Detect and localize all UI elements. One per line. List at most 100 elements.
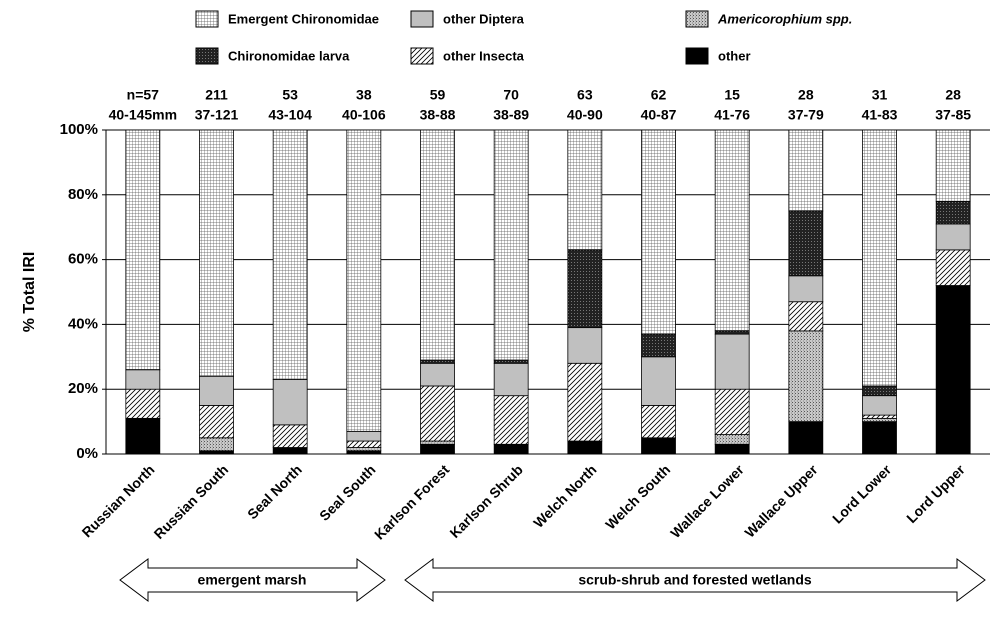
bar-segment [788,421,824,455]
bar-segment [199,129,234,377]
bar-segment [493,395,529,445]
sample-size: 70 [503,87,519,103]
bar-segment [420,440,455,445]
bar-segment [346,129,382,432]
bar-segment [714,443,750,455]
sample-size: 53 [282,87,298,103]
bar-segment [788,330,824,423]
size-range: 37-85 [935,107,971,123]
group-arrows: emergent marsh scrub-shrub and forested … [119,558,986,602]
legend-label: Chironomidae larva [228,48,350,63]
sample-size: 211 [205,87,228,103]
group-label: scrub-shrub and forested wetlands [578,572,812,588]
bar-segment [862,395,897,416]
bar-segment [714,434,750,445]
legend-swatch [195,10,219,28]
bar-segment [862,129,897,387]
bar-segment [125,129,161,371]
bar-segment [641,437,676,455]
legend-swatch [685,47,709,65]
bar-segment [420,359,455,364]
legend-label: other Insecta [443,48,525,63]
bar-segment [567,249,603,329]
x-tick-label: Seal South [316,461,378,523]
legend-label: Emergent Chironomidae [228,11,379,26]
sample-size: 28 [798,87,814,103]
size-range: 41-76 [714,107,750,123]
sample-size: 63 [577,87,593,103]
bar-segment [420,362,455,387]
legend-label: Americorophium spp. [717,11,852,26]
x-tick-label: Welch South [602,461,673,532]
bar-segment [199,404,234,439]
bar-segment [641,333,676,358]
bar-segment [862,421,897,455]
sample-size: 59 [430,87,446,103]
arrow [404,558,986,602]
bar-segment [493,443,529,455]
bar-segment [493,129,529,361]
size-range: 38-89 [493,107,529,123]
bar-segment [199,437,234,452]
bar-segment [272,424,308,448]
bar-segment [272,447,308,455]
size-range: 43-104 [268,107,312,123]
legend-swatch [410,10,434,28]
bar-segment [346,430,382,442]
x-tick-label: Karlson Shrub [446,461,526,541]
x-tick-label: Seal North [244,461,305,522]
bar-segment [272,379,308,426]
arrow [119,558,386,602]
bar-segment [420,443,455,455]
x-tick-label: Russian South [151,461,232,542]
bar-segment [567,129,603,251]
bar-segment [567,362,603,442]
size-range: 40-145mm [109,107,178,123]
x-tick-label: Russian North [79,461,158,540]
sample-size: n=57 [127,87,160,103]
x-tick-label: Lord Upper [903,461,968,526]
bar-segment [125,417,161,455]
size-range: 41-83 [862,107,898,123]
bar-segment [493,362,529,397]
bar-segment [788,129,824,212]
bar-segment [714,330,750,335]
y-axis-label: % Total IRI [21,252,38,333]
bar-segment [788,210,824,277]
bar-segment [272,129,308,380]
bar-segment [862,417,897,422]
sample-size: 31 [872,87,888,103]
y-tick-label: 100% [60,121,98,138]
legend-swatch [410,47,434,65]
bar-segment [714,333,750,390]
legend-swatch [685,10,709,28]
bar-segment [935,129,971,202]
bar-segment [125,388,161,419]
x-tick-label: Welch North [530,461,599,530]
legend-label: other [718,48,751,63]
x-tick-label: Wallace Upper [741,461,821,541]
bar-segment [862,414,897,419]
y-tick-label: 20% [68,380,98,397]
bar-segment [935,223,971,251]
bar-segment [788,301,824,332]
bar-segment [567,327,603,364]
sample-size: 62 [651,87,667,103]
bar-segment [567,440,603,455]
x-tick-label: Wallace Lower [667,461,747,541]
group-label: emergent marsh [198,572,307,588]
size-range: 37-79 [788,107,824,123]
size-range: 37-121 [195,107,239,123]
bar-segment [935,200,971,225]
legend-swatch [195,47,219,65]
size-range: 40-106 [342,107,386,123]
y-tick-label: 0% [76,445,98,462]
sample-size: 28 [945,87,961,103]
bar-segment [862,385,897,397]
y-tick-label: 40% [68,315,98,332]
bar-segment [420,385,455,442]
bar-segment [199,375,234,406]
x-tick-label: Lord Lower [829,461,895,527]
bar-segment [125,369,161,390]
